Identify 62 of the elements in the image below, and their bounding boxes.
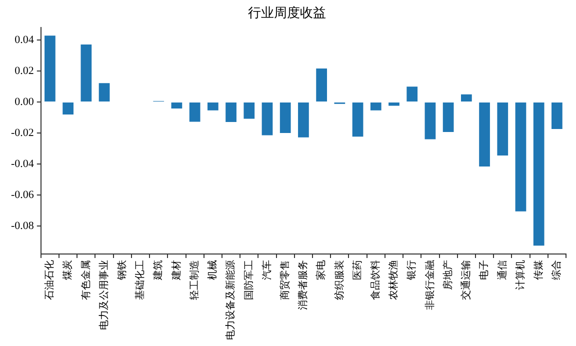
y-tick-label: 0.02 <box>14 64 34 77</box>
x-tick-label: 食品饮料 <box>370 260 382 300</box>
x-tick-label: 通信 <box>496 260 508 280</box>
x-tick-label: 基础化工 <box>134 260 146 300</box>
x-tick-label: 非银行金融 <box>424 260 436 310</box>
y-tick-label: -0.06 <box>10 188 34 201</box>
x-tick-label: 综合 <box>550 260 563 280</box>
bar <box>424 102 436 140</box>
bar <box>226 102 236 122</box>
x-tick-label: 电力及公用事业 <box>98 260 110 330</box>
bar <box>515 102 526 212</box>
bar <box>44 36 56 102</box>
x-tick-label: 机械 <box>206 260 219 280</box>
bar <box>244 102 255 119</box>
x-tick-label: 有色金属 <box>80 260 92 300</box>
x-tick-label: 钢铁 <box>116 260 128 281</box>
y-tick-label: -0.08 <box>10 220 34 232</box>
x-tick-label: 建材 <box>170 260 182 281</box>
x-tick-label: 医药 <box>351 260 364 280</box>
bar <box>280 102 291 134</box>
bar <box>479 102 490 167</box>
bar <box>262 102 273 136</box>
x-tick-label: 农林牧渔 <box>388 260 400 300</box>
bar <box>171 102 182 109</box>
bar <box>552 102 562 130</box>
x-tick-label: 汽车 <box>260 260 273 280</box>
bar <box>80 44 92 102</box>
x-tick-label: 纺织服装 <box>333 260 346 300</box>
bar <box>298 102 309 138</box>
x-tick-label: 银行 <box>406 260 418 281</box>
x-tick-label: 电子 <box>478 260 490 280</box>
x-tick-label: 传媒 <box>533 260 544 280</box>
x-tick-label: 煤炭 <box>62 260 74 280</box>
x-tick-label: 家电 <box>315 260 328 280</box>
bar <box>352 102 364 137</box>
x-tick-label: 石油石化 <box>44 260 56 300</box>
bar <box>497 102 508 156</box>
x-tick-label: 轻工制造 <box>188 260 200 300</box>
bar <box>442 102 454 132</box>
x-tick-label: 国防军工 <box>242 260 255 300</box>
bar <box>316 68 327 102</box>
bar <box>62 102 74 114</box>
y-tick-label: -0.02 <box>10 126 34 139</box>
bar <box>98 83 110 102</box>
bar <box>207 102 218 110</box>
x-tick-label: 商贸零售 <box>278 260 291 300</box>
x-tick-label: 消费者服务 <box>297 260 310 310</box>
chart-title: 行业周度收益 <box>248 5 326 20</box>
bar <box>388 102 400 106</box>
y-tick-label: 0.00 <box>14 96 34 108</box>
x-tick-label: 房地产 <box>442 260 454 290</box>
bar <box>533 102 544 246</box>
bar <box>460 94 472 102</box>
x-tick-label: 交通运输 <box>460 260 472 300</box>
bar <box>370 102 382 110</box>
y-tick-label: -0.04 <box>10 158 34 170</box>
x-tick-label: 计算机 <box>514 260 526 290</box>
x-tick-label: 电力设备及新能源 <box>224 260 237 340</box>
y-tick-label: 0.04 <box>14 34 34 46</box>
x-tick-label: 建筑 <box>152 260 164 281</box>
bar <box>406 86 418 102</box>
bar <box>189 102 200 122</box>
